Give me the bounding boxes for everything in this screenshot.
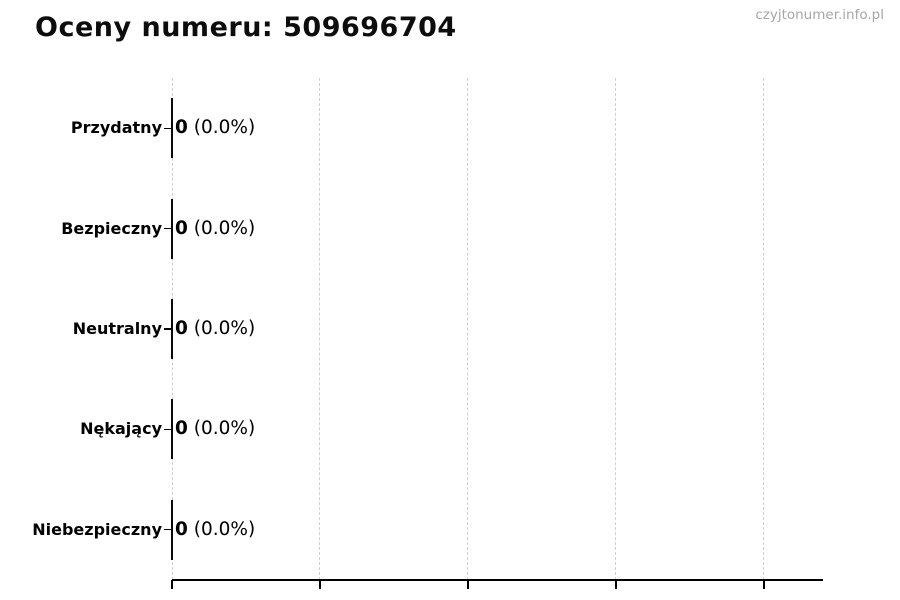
- y-axis-tick: [164, 127, 172, 129]
- value-percent: (0.0%): [187, 418, 256, 440]
- value-count: 0: [175, 418, 188, 440]
- category-label: Przydatny: [70, 118, 162, 138]
- bar-zero-value: [171, 198, 173, 259]
- value-percent: (0.0%): [187, 518, 256, 540]
- grid-line: [467, 78, 469, 580]
- y-axis-tick: [164, 529, 172, 531]
- value-percent: (0.0%): [187, 318, 256, 339]
- value-label: 0 (0.0%): [175, 518, 255, 542]
- value-percent: (0.0%): [187, 217, 256, 239]
- x-axis-tick: [762, 580, 765, 589]
- bar-zero-value: [171, 399, 173, 460]
- value-percent: (0.0%): [187, 117, 256, 139]
- bar-zero-value: [171, 299, 173, 359]
- chart-title: Oceny numeru: 509696704: [35, 12, 457, 43]
- value-label: 0 (0.0%): [175, 116, 255, 140]
- plot-area: [171, 78, 823, 589]
- value-count: 0: [175, 518, 188, 540]
- y-axis-tick: [164, 328, 172, 330]
- grid-line: [615, 78, 617, 580]
- category-label: Nękający: [80, 419, 162, 439]
- value-label: 0 (0.0%): [175, 417, 255, 441]
- category-label: Neutralny: [72, 319, 162, 338]
- value-count: 0: [175, 318, 188, 339]
- y-axis-tick: [164, 227, 172, 230]
- value-count: 0: [175, 117, 188, 139]
- bar-zero-value: [171, 98, 173, 159]
- category-label: Bezpieczny: [61, 218, 162, 238]
- x-axis-tick: [614, 580, 617, 589]
- y-axis-tick: [164, 428, 172, 431]
- category-label: Niebezpieczny: [32, 519, 162, 539]
- value-label: 0 (0.0%): [175, 317, 255, 341]
- grid-line: [763, 78, 765, 580]
- x-axis-tick: [466, 580, 469, 589]
- value-count: 0: [175, 217, 188, 239]
- x-axis-tick: [171, 580, 173, 589]
- bar-zero-value: [171, 499, 173, 560]
- grid-line: [319, 78, 321, 580]
- x-axis-tick: [318, 580, 321, 589]
- value-label: 0 (0.0%): [175, 217, 255, 241]
- x-axis-line: [172, 579, 823, 581]
- watermark-text: czyjtonumer.info.pl: [755, 7, 884, 23]
